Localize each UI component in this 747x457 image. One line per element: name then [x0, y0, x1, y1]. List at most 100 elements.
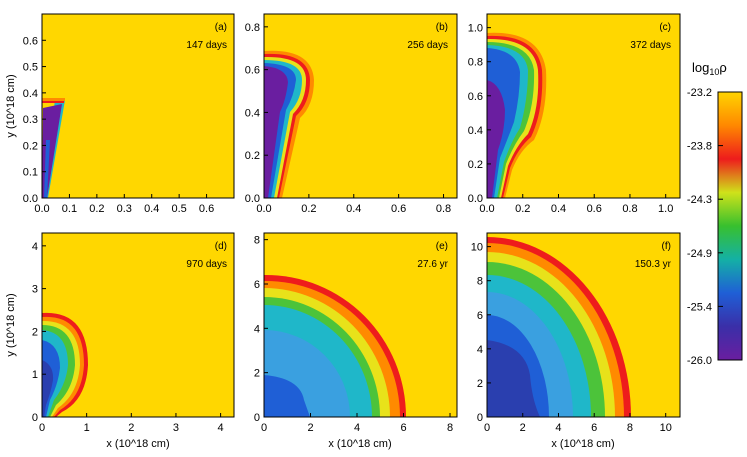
x-tick-label: 6: [591, 422, 597, 434]
panel-e-time: 27.6 yr: [417, 259, 448, 270]
panel-a-frame: [41, 13, 235, 199]
y-tick-label: 4: [254, 323, 260, 335]
y-tick-label: 4: [477, 344, 483, 356]
panel-e-x-ticks: 0 2 4 6 8: [261, 413, 453, 434]
panel-a-background: [42, 14, 234, 198]
panel-b-density-map: [264, 50, 314, 198]
y-axis-label-top: y (10^18 cm): [5, 74, 17, 137]
y-tick-label: 0: [32, 412, 38, 424]
x-tick-label: 4: [354, 422, 360, 434]
colorbar-ticks: -23.2 -23.8 -24.3 -24.9 -25.4 -26.0: [687, 87, 723, 367]
y-tick-label: 0: [477, 412, 483, 424]
x-tick-label: 3: [173, 422, 179, 434]
y-tick-label: 0.6: [23, 35, 38, 47]
y-tick-label: 0.4: [468, 125, 483, 137]
panel-e-density-map: [264, 274, 407, 417]
panel-e-label: (e): [436, 241, 448, 252]
colorbar-tick-label: -26.0: [687, 355, 712, 367]
colorbar-tick-label: -24.3: [687, 194, 712, 206]
x-tick-label: 0.4: [346, 203, 361, 215]
x-tick-label: 4: [218, 422, 224, 434]
colorbar-gradient: [717, 91, 743, 361]
panel-c-density-map: [487, 32, 547, 198]
x-tick-label: 0.8: [436, 203, 451, 215]
y-tick-label: 0.2: [23, 140, 38, 152]
x-tick-label: 1.0: [658, 203, 673, 215]
panel-f-density-map: [487, 237, 631, 417]
x-tick-label: 0.0: [479, 203, 494, 215]
panel-a-density-map: [42, 98, 65, 198]
panel-d-y-ticks: 0 1 2 3 4: [32, 241, 46, 424]
colorbar-tick-label: -25.4: [687, 301, 712, 313]
colorbar-tick-label: -23.8: [687, 141, 712, 153]
x-tick-label: 8: [627, 422, 633, 434]
y-tick-label: 0: [254, 412, 260, 424]
x-axis-label-e: x (10^18 cm): [328, 438, 391, 450]
panel-a-label: (a): [215, 22, 227, 33]
panel-b-y-ticks: 0.0 0.2 0.4 0.6 0.8: [245, 22, 268, 205]
panel-c-y-ticks: 0.0 0.2 0.4 0.6 0.8 1.0: [468, 23, 491, 205]
x-tick-label: 0.2: [515, 203, 530, 215]
y-axis-label-bottom: y (10^18 cm): [5, 293, 17, 356]
x-tick-label: 4: [555, 422, 561, 434]
y-tick-label: 0.6: [245, 65, 260, 77]
y-tick-label: 0.4: [23, 88, 38, 100]
panel-b: (b) 256 days 0.0 0.2 0.4 0.6 0.8 0.00.20.40.…: [245, 13, 458, 215]
y-tick-label: 0.4: [245, 107, 260, 119]
x-tick-label: 0: [484, 422, 490, 434]
panel-f-time: 150.3 yr: [635, 259, 672, 270]
panel-d: (d) 970 days 0 1 2 3 4 0 1 2 3 4: [32, 232, 235, 434]
y-tick-label: 2: [32, 326, 38, 338]
panel-b-time: 256 days: [407, 40, 448, 51]
y-tick-label: 10: [471, 242, 483, 254]
y-tick-label: 0.6: [468, 91, 483, 103]
y-tick-label: 4: [32, 241, 38, 253]
x-tick-label: 0.1: [62, 203, 77, 215]
x-tick-label: 10: [660, 422, 672, 434]
x-tick-label: 0.2: [89, 203, 104, 215]
panel-c-time: 372 days: [630, 40, 671, 51]
x-tick-label: 0.0: [34, 203, 49, 215]
panel-d-density-map: [42, 312, 88, 417]
y-tick-label: 0.1: [23, 167, 38, 179]
panel-f-label: (f): [662, 241, 671, 252]
panel-a-time: 147 days: [186, 40, 227, 51]
panel-a-x-ticks: 0.0 0.1 0.2 0.3 0.4 0.5 0.6: [34, 194, 214, 215]
panel-c-x-ticks: 0.0 0.2 0.4 0.6 0.8 1.0: [479, 194, 673, 215]
x-axis-label-f: x (10^18 cm): [551, 438, 614, 450]
colorbar-tick-label: -23.2: [687, 87, 712, 99]
panel-d-label: (d): [215, 241, 227, 252]
x-tick-label: 0.4: [144, 203, 159, 215]
panel-d-x-ticks: 0 1 2 3 4: [39, 413, 224, 434]
y-tick-label: 3: [32, 284, 38, 296]
panel-f-x-ticks: 0 2 4 6 8 10: [484, 413, 672, 434]
y-tick-label: 8: [477, 276, 483, 288]
x-tick-label: 0.6: [391, 203, 406, 215]
panel-c-frame: [486, 13, 681, 199]
panel-a: (a) 147 days 0.0 0.1 0.2 0.3 0.4 0.5 0.6 0.00.…: [23, 13, 235, 215]
panel-a-y-ticks: 0.0 0.1 0.2 0.3 0.4 0.5 0.6: [23, 35, 46, 205]
y-tick-label: 0.0: [23, 193, 38, 205]
x-tick-label: 2: [307, 422, 313, 434]
panel-b-frame: [263, 13, 458, 199]
y-tick-label: 0.5: [23, 62, 38, 74]
x-tick-label: 0: [261, 422, 267, 434]
y-tick-label: 0.3: [23, 114, 38, 126]
x-tick-label: 0.4: [551, 203, 566, 215]
x-tick-label: 0.2: [301, 203, 316, 215]
y-tick-label: 1.0: [468, 23, 483, 35]
x-axis-label-d: x (10^18 cm): [106, 438, 169, 450]
y-tick-label: 6: [254, 279, 260, 291]
panel-e: (e) 27.6 yr 0 2 4 6 8 0 2 4 6 8: [254, 232, 458, 434]
y-tick-label: 0.0: [245, 193, 260, 205]
panel-c: (c) 372 days 0.0 0.2 0.4 0.6 0.8 1.0 0.00.20.…: [468, 13, 681, 215]
x-tick-label: 1: [84, 422, 90, 434]
panel-f-frame: [486, 232, 681, 418]
x-tick-label: 6: [400, 422, 406, 434]
panel-e-frame: [263, 232, 458, 418]
x-tick-label: 2: [128, 422, 134, 434]
panel-b-label: (b): [436, 22, 448, 33]
y-tick-label: 1: [32, 369, 38, 381]
y-tick-label: 2: [254, 368, 260, 380]
